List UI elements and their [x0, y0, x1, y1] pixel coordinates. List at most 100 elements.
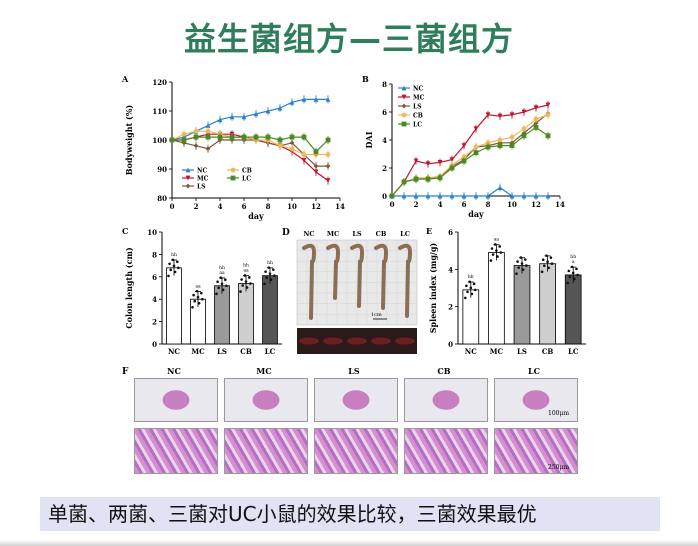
- data-dot: [567, 269, 571, 273]
- data-dot: [240, 278, 243, 281]
- data-point-LC: [389, 193, 395, 199]
- series-line-MC: [391, 104, 549, 197]
- y-tick-label: 4: [382, 136, 387, 145]
- x-tick-label: 6: [242, 202, 247, 211]
- x-tick-label: 14: [335, 202, 345, 211]
- data-point-MC: [521, 109, 527, 115]
- x-tick-label: 10: [507, 200, 517, 209]
- data-point-LC: [265, 134, 271, 140]
- sig-label: hh: [570, 254, 576, 260]
- data-point-LC: [509, 143, 515, 148]
- data-dot: [265, 276, 268, 279]
- data-dot: [191, 305, 194, 309]
- data-point-LC: [545, 133, 551, 139]
- colon-CB: [374, 243, 389, 310]
- data-point-NC: [533, 193, 539, 199]
- data-dot: [519, 256, 523, 259]
- data-point-LC: [313, 149, 319, 154]
- data-point-LC: [289, 134, 295, 140]
- bodyweight-chart: A 80 90 100 110 120 0 2 4 6 8 10 12 14 day Bodyweight (…: [121, 74, 345, 221]
- x-tick-label: 2: [414, 200, 419, 209]
- data-dot: [267, 266, 271, 269]
- legend-marker: [401, 103, 407, 109]
- legend-label-LC: LC: [413, 122, 422, 129]
- sig-label: aa: [219, 271, 225, 276]
- data-point-NC: [425, 193, 431, 199]
- data-dot: [268, 272, 272, 275]
- y-tick-label: 10: [147, 228, 157, 237]
- x-tick-label: 2: [194, 202, 199, 211]
- x-tick-label: 0: [390, 200, 395, 209]
- data-dot: [197, 301, 201, 305]
- data-point-LC: [301, 134, 307, 140]
- legend-label-MC: MC: [413, 95, 425, 102]
- data-point-MC: [449, 157, 455, 162]
- data-point-NC: [253, 111, 259, 117]
- colon-LS: [350, 243, 365, 308]
- panel-f-letter: F: [122, 367, 129, 377]
- sig-label: aa: [195, 284, 201, 289]
- legend-label-CB: CB: [413, 113, 423, 120]
- data-dot: [176, 260, 179, 264]
- y-tick-label: 120: [152, 78, 167, 87]
- y-axis-label: Bodyweight (%): [124, 105, 134, 176]
- legend-marker: [230, 167, 236, 173]
- legend-label-LS: LS: [197, 184, 206, 191]
- data-point-CB: [521, 126, 527, 132]
- data-dot: [249, 282, 252, 285]
- data-point-NC: [289, 99, 295, 105]
- data-point-CB: [325, 152, 331, 157]
- data-dot: [273, 274, 276, 277]
- data-dot: [550, 262, 554, 266]
- sig-label: hh: [171, 252, 177, 258]
- data-point-LC: [401, 179, 407, 185]
- data-point-LC: [169, 137, 175, 143]
- y-tick-label: 2: [152, 318, 157, 327]
- d-group-label: NC: [303, 230, 314, 238]
- f-group-label: NC: [167, 366, 181, 376]
- y-tick-label: 0: [382, 192, 387, 201]
- data-dot: [516, 260, 519, 263]
- colon-LC: [398, 243, 413, 318]
- f-scale-top: 100μm: [548, 410, 570, 417]
- data-point-LC: [253, 134, 259, 140]
- data-point-MC: [485, 112, 491, 118]
- bar-LS: [513, 265, 531, 345]
- data-point-CB: [301, 152, 307, 157]
- f-scale-bottom: 250μm: [548, 464, 570, 471]
- data-dot: [520, 262, 524, 265]
- data-point-NC: [229, 114, 235, 120]
- spleen-LC: [395, 337, 415, 345]
- data-dot: [173, 270, 177, 274]
- histology-panel: NC MC LS CB LC 100μm 250μm: [130, 364, 580, 480]
- x-tick-label-CB: CB: [542, 347, 554, 356]
- data-dot: [494, 243, 497, 246]
- data-dot: [263, 282, 266, 286]
- legend-label-CB: CB: [242, 168, 252, 175]
- x-tick-label: 12: [531, 200, 541, 209]
- data-dot: [248, 276, 251, 279]
- data-dot: [177, 266, 180, 270]
- sig-label: hh: [267, 260, 273, 266]
- data-point-MC: [473, 126, 479, 132]
- data-dot: [566, 281, 569, 285]
- data-dot: [167, 274, 170, 278]
- data-point-NC: [217, 117, 223, 123]
- data-dot: [244, 280, 248, 283]
- colon-NC: [302, 243, 317, 320]
- d-group-label: MC: [327, 230, 339, 238]
- data-point-NC: [241, 114, 247, 120]
- data-point-NC: [473, 193, 479, 199]
- data-dot: [571, 271, 575, 275]
- data-dot: [568, 275, 572, 279]
- data-dot: [573, 277, 576, 281]
- y-tick-label: 110: [152, 107, 167, 116]
- spleen-LS: [347, 337, 367, 345]
- data-point-NC: [413, 193, 419, 199]
- data-point-NC: [449, 193, 455, 199]
- data-dot: [496, 255, 499, 258]
- data-dot: [464, 296, 467, 300]
- x-tick-label: 12: [311, 202, 321, 211]
- x-axis-label: day: [468, 209, 484, 219]
- legend-label-NC: NC: [413, 86, 423, 93]
